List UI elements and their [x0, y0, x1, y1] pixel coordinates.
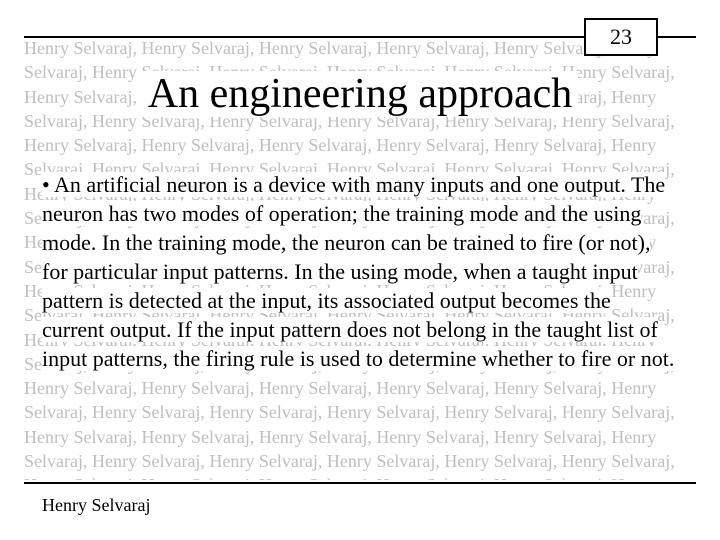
- slide-title: An engineering approach: [0, 70, 720, 118]
- footer-rule: [24, 482, 696, 484]
- slide-title-text: An engineering approach: [142, 71, 579, 117]
- header-rule-right: [658, 36, 696, 38]
- page-number-box: 23: [584, 18, 658, 56]
- page-number: 23: [610, 24, 632, 50]
- header-rule-left: [24, 36, 604, 38]
- slide-body: • An artificial neuron is a device with …: [42, 170, 678, 373]
- slide-body-text: • An artificial neuron is a device with …: [42, 172, 674, 371]
- slide-content: 23 An engineering approach • An artifici…: [0, 0, 720, 540]
- footer-author: Henry Selvaraj: [42, 495, 150, 516]
- header-rule-row: 23: [24, 18, 696, 54]
